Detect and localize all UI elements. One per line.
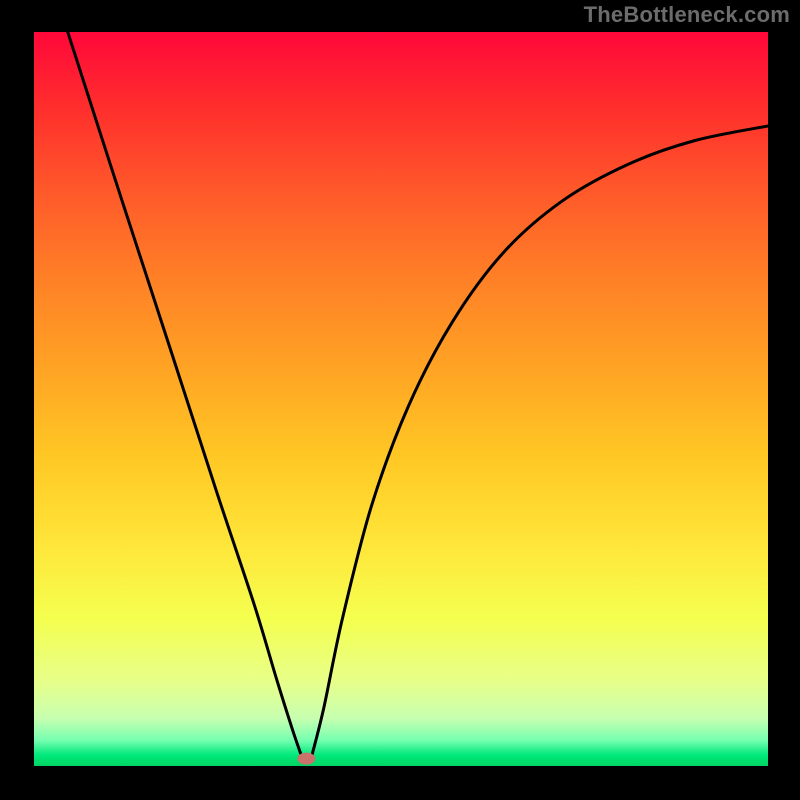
- valley-marker: [297, 753, 315, 765]
- chart-svg: [0, 0, 800, 800]
- watermark-text: TheBottleneck.com: [584, 2, 790, 28]
- plot-area: [34, 32, 768, 766]
- figure-root: TheBottleneck.com: [0, 0, 800, 800]
